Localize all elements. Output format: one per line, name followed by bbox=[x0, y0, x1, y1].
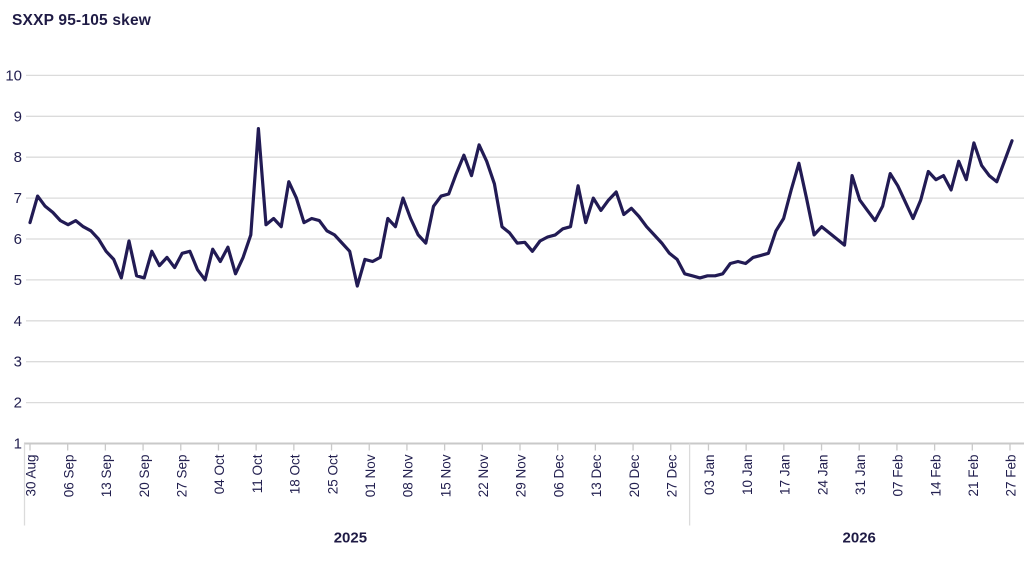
x-tick-label: 27 Dec bbox=[664, 454, 679, 497]
x-tick-label: 15 Nov bbox=[438, 454, 453, 497]
x-tick-label: 14 Feb bbox=[928, 455, 943, 497]
y-tick-label: 7 bbox=[14, 190, 22, 207]
y-tick-label: 3 bbox=[14, 354, 22, 371]
x-tick-label: 24 Jan bbox=[815, 455, 830, 496]
x-tick-label: 25 Oct bbox=[325, 454, 340, 494]
y-axis-labels: 1 2 3 4 5 6 7 8 9 10 bbox=[5, 67, 22, 452]
year-label: 2025 bbox=[334, 530, 367, 547]
x-tick-label: 13 Sep bbox=[99, 455, 114, 498]
x-tick-label: 20 Dec bbox=[627, 454, 642, 497]
gridlines bbox=[26, 74, 1024, 404]
y-tick-label: 1 bbox=[14, 436, 22, 453]
x-axis-ticks bbox=[29, 443, 1011, 451]
x-tick-label: 18 Oct bbox=[288, 454, 303, 494]
x-tick-label: 31 Jan bbox=[853, 455, 868, 496]
x-tick-label: 27 Feb bbox=[1004, 455, 1019, 497]
x-tick-label: 22 Nov bbox=[476, 454, 491, 497]
y-tick-label: 5 bbox=[14, 272, 22, 289]
x-tick-label: 07 Feb bbox=[891, 455, 906, 497]
chart-title: SXXP 95-105 skew bbox=[12, 12, 152, 29]
y-tick-label: 2 bbox=[14, 395, 22, 412]
y-tick-label: 4 bbox=[14, 313, 22, 330]
x-axis-labels: 30 Aug 06 Sep 13 Sep 20 Sep 27 Sep 04 Oct 11 O… bbox=[24, 454, 1019, 497]
y-tick-label: 10 bbox=[5, 67, 22, 84]
x-tick-label: 01 Nov bbox=[363, 454, 378, 497]
x-tick-label: 20 Sep bbox=[137, 455, 152, 498]
x-tick-label: 08 Nov bbox=[401, 454, 416, 497]
y-tick-label: 8 bbox=[14, 149, 22, 166]
x-tick-label: 10 Jan bbox=[740, 455, 755, 496]
x-tick-label: 29 Nov bbox=[514, 454, 529, 497]
x-tick-label: 30 Aug bbox=[24, 455, 39, 497]
x-tick-label: 27 Sep bbox=[174, 455, 189, 498]
x-tick-label: 03 Jan bbox=[702, 455, 717, 496]
x-tick-label: 21 Feb bbox=[966, 455, 981, 497]
x-tick-label: 11 Oct bbox=[250, 454, 265, 493]
x-tick-label: 06 Sep bbox=[61, 455, 76, 498]
year-labels: 2025 2026 bbox=[334, 530, 876, 547]
skew-series-line bbox=[28, 127, 1014, 288]
y-tick-label: 9 bbox=[14, 108, 22, 125]
x-tick-label: 13 Dec bbox=[589, 454, 604, 497]
y-tick-label: 6 bbox=[14, 231, 22, 248]
x-tick-label: 06 Dec bbox=[551, 454, 566, 497]
x-tick-label: 17 Jan bbox=[778, 455, 793, 496]
year-label: 2026 bbox=[843, 530, 876, 547]
x-tick-label: 04 Oct bbox=[212, 454, 227, 494]
